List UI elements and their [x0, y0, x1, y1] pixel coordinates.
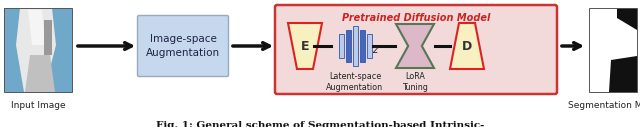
- Polygon shape: [28, 10, 45, 45]
- Text: E: E: [301, 39, 309, 52]
- Polygon shape: [609, 56, 637, 92]
- Polygon shape: [450, 23, 484, 69]
- Bar: [4, 8, 72, 92]
- Bar: [367, 34, 371, 58]
- Text: LoRA
Tuning: LoRA Tuning: [402, 72, 428, 92]
- Bar: [360, 30, 365, 62]
- Bar: [589, 8, 637, 92]
- Bar: [339, 34, 344, 58]
- Text: Pretrained Diffusion Model: Pretrained Diffusion Model: [342, 13, 490, 23]
- Polygon shape: [617, 8, 637, 30]
- FancyBboxPatch shape: [138, 15, 228, 76]
- Text: Image-space
Augmentation: Image-space Augmentation: [146, 34, 220, 58]
- Text: Fig. 1: General scheme of Segmentation-based Intrinsic-: Fig. 1: General scheme of Segmentation-b…: [156, 121, 484, 127]
- Text: Latent-space
Augmentation: Latent-space Augmentation: [326, 72, 383, 92]
- Polygon shape: [25, 55, 55, 92]
- Polygon shape: [16, 8, 56, 92]
- Polygon shape: [288, 23, 322, 69]
- Bar: [353, 26, 358, 66]
- Bar: [4, 8, 72, 92]
- Text: $z$: $z$: [372, 45, 380, 55]
- FancyBboxPatch shape: [275, 5, 557, 94]
- Bar: [346, 30, 351, 62]
- Polygon shape: [396, 24, 434, 68]
- Bar: [589, 8, 637, 92]
- Bar: [44, 20, 52, 55]
- Text: D: D: [462, 39, 472, 52]
- Text: Input Image: Input Image: [11, 101, 65, 110]
- Text: Segmentation Mask: Segmentation Mask: [568, 101, 640, 110]
